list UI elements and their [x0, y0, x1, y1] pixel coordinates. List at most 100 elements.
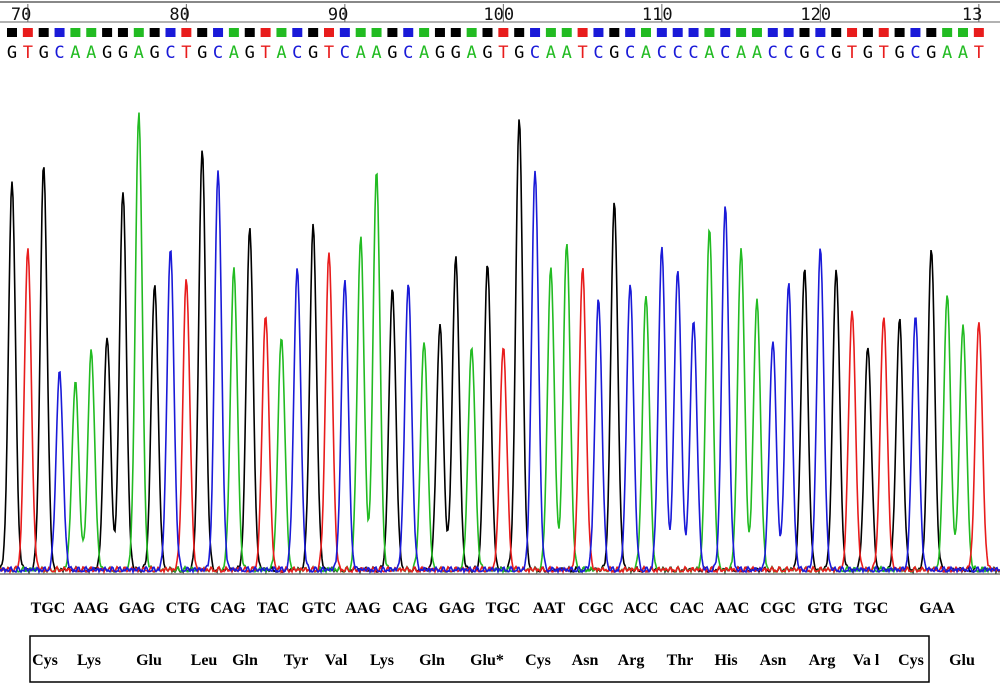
base-call-letter: T — [847, 43, 857, 63]
base-quality-square — [102, 28, 113, 37]
ruler-tick-label: 13 — [962, 5, 982, 25]
base-call-letter: C — [688, 43, 698, 63]
base-call-letter: G — [7, 43, 17, 63]
amino-acid-label: Asn — [572, 652, 599, 669]
base-quality-square — [419, 28, 430, 37]
amino-acid-label: Val — [325, 652, 348, 669]
base-quality-square — [577, 28, 588, 37]
base-quality-square — [54, 28, 65, 37]
codon-label: TGC — [854, 600, 889, 617]
base-call-letter: G — [799, 43, 809, 63]
base-call-letter: C — [403, 43, 413, 63]
base-quality-square — [847, 28, 858, 37]
base-call-letter: C — [165, 43, 175, 63]
base-call-letter: G — [926, 43, 936, 63]
base-quality-square — [38, 28, 49, 37]
amino-acid-label: Glu — [949, 652, 975, 669]
base-call-letter: A — [356, 43, 366, 63]
base-call-letter: G — [482, 43, 492, 63]
codon-label: GAG — [439, 600, 476, 617]
base-quality-square — [767, 28, 778, 37]
amino-acid-label: Arg — [618, 652, 645, 669]
base-quality-square — [387, 28, 398, 37]
base-quality-square — [197, 28, 208, 37]
base-quality-square — [7, 28, 17, 37]
base-call-letter: C — [768, 43, 778, 63]
base-call-letter: C — [530, 43, 540, 63]
base-call-letter: C — [593, 43, 603, 63]
ruler-tick-label: 110 — [642, 5, 673, 25]
base-call-letter: A — [419, 43, 429, 63]
base-call-letter: A — [641, 43, 651, 63]
base-quality-square — [831, 28, 842, 37]
base-quality-square — [561, 28, 572, 37]
base-quality-square — [228, 28, 239, 37]
base-call-letter: A — [86, 43, 96, 63]
base-quality-square — [799, 28, 810, 37]
base-quality-square — [656, 28, 667, 37]
codon-label: CGC — [578, 600, 614, 617]
base-call-letter: G — [435, 43, 445, 63]
base-call-letter: G — [863, 43, 873, 63]
base-quality-square — [434, 28, 445, 37]
codon-label: AAC — [715, 600, 750, 617]
base-quality-square — [641, 28, 651, 37]
ruler-tick-label: 80 — [169, 5, 189, 25]
base-call-letter: G — [245, 43, 255, 63]
base-quality-square — [181, 28, 192, 37]
base-call-letter: G — [894, 43, 904, 63]
base-quality-square — [339, 28, 350, 37]
base-call-letter: C — [657, 43, 667, 63]
base-call-letter: G — [514, 43, 524, 63]
base-call-letter: A — [467, 43, 477, 63]
amino-acid-label: Thr — [667, 652, 694, 669]
base-quality-square — [260, 28, 271, 37]
base-call-letter: G — [609, 43, 619, 63]
amino-acid-label: Asn — [760, 652, 787, 669]
base-call-letter: T — [879, 43, 889, 63]
base-quality-square — [308, 28, 319, 37]
base-quality-square — [450, 28, 461, 37]
amino-acid-label: Gln — [232, 652, 258, 669]
base-quality-square — [276, 28, 287, 37]
amino-acid-label: Glu — [136, 652, 162, 669]
base-quality-square — [862, 28, 873, 37]
base-call-letter: A — [546, 43, 556, 63]
base-call-letter: G — [102, 43, 112, 63]
base-quality-square — [117, 28, 128, 37]
codon-label: CAG — [210, 600, 246, 617]
base-call-letter: C — [340, 43, 350, 63]
trace-t — [0, 248, 1000, 575]
base-call-letter: C — [720, 43, 730, 63]
base-quality-square — [244, 28, 255, 37]
base-call-letter: A — [276, 43, 286, 63]
base-call-letter: A — [958, 43, 968, 63]
base-quality-square — [688, 28, 699, 37]
ruler-tick-label: 90 — [328, 5, 348, 25]
base-quality-square — [894, 28, 905, 37]
base-call-letter: C — [673, 43, 683, 63]
codon-label: ACC — [624, 600, 659, 617]
amino-acid-label: Lys — [77, 652, 101, 669]
codon-label: TAC — [257, 600, 290, 617]
base-quality-square — [942, 28, 953, 37]
base-quality-square — [593, 28, 604, 37]
codon-label: AAT — [533, 600, 566, 617]
amino-acid-label: Gln — [419, 652, 445, 669]
base-call-letter: A — [70, 43, 80, 63]
base-quality-square — [815, 28, 826, 37]
codon-label: GTG — [807, 600, 843, 617]
base-quality-square — [514, 28, 525, 37]
base-call-letter: T — [498, 43, 508, 63]
base-quality-square — [910, 28, 921, 37]
amino-acid-label: Lys — [370, 652, 394, 669]
base-call-letter: T — [974, 43, 984, 63]
base-call-letter: G — [451, 43, 461, 63]
base-quality-square — [926, 28, 937, 37]
base-call-letter: C — [815, 43, 825, 63]
base-call-letter: A — [562, 43, 572, 63]
base-call-letter: C — [54, 43, 64, 63]
base-quality-square — [213, 28, 224, 37]
